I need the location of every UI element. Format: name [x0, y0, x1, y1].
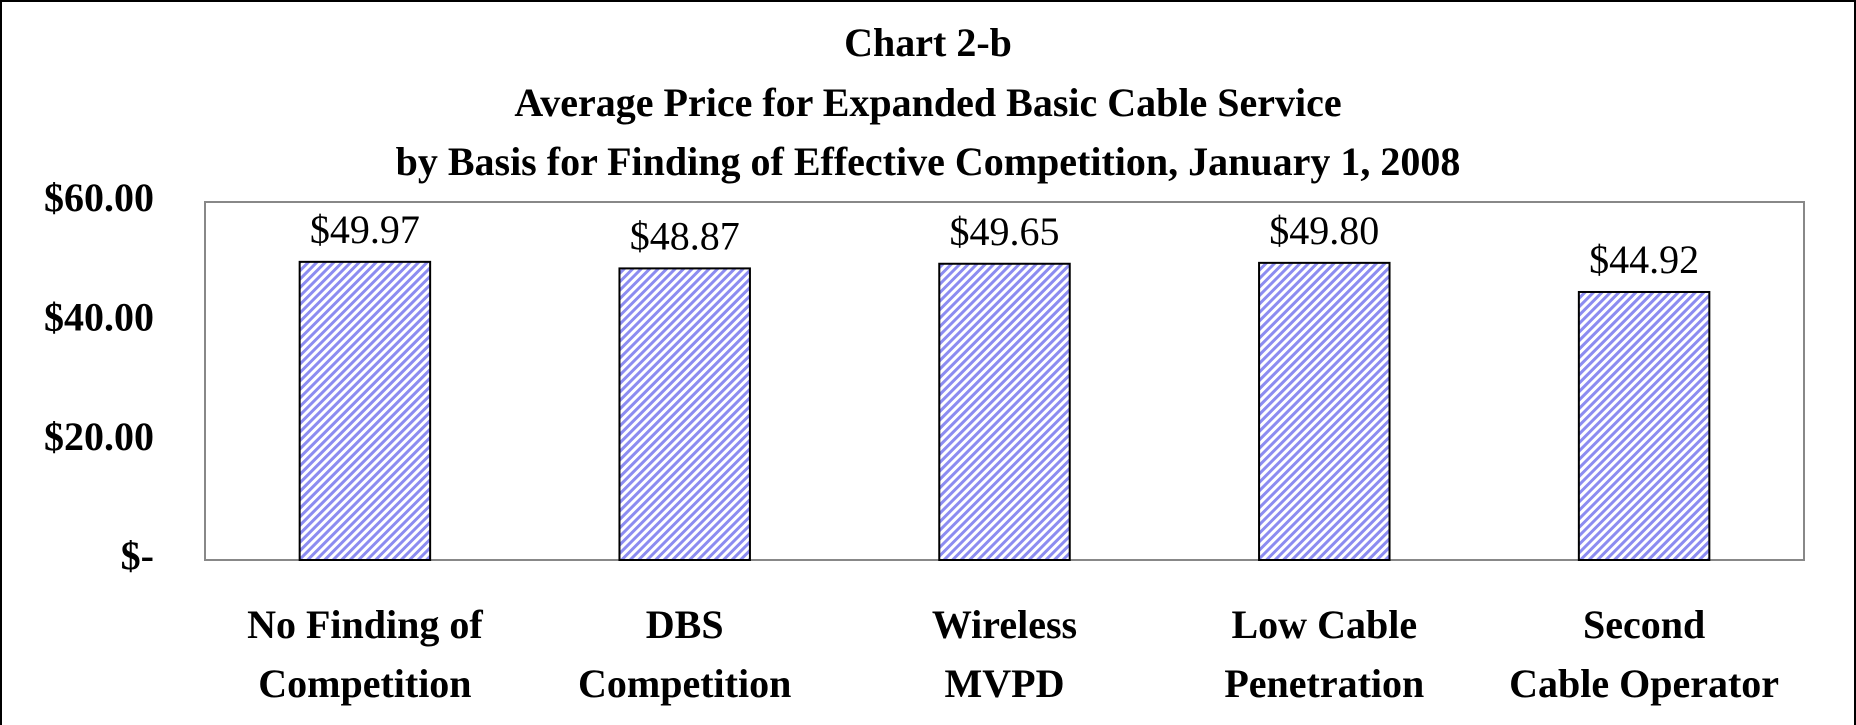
x-tick-label: Penetration: [1224, 661, 1424, 706]
chart-title: Average Price for Expanded Basic Cable S…: [514, 80, 1341, 125]
value-label: $48.87: [630, 214, 740, 259]
x-tick-label: DBS: [646, 602, 724, 647]
x-tick-label: Second: [1583, 602, 1705, 647]
value-label: $49.97: [310, 207, 420, 252]
value-label: $49.80: [1269, 208, 1379, 253]
y-tick-label: $20.00: [44, 414, 154, 459]
y-tick-label: $-: [121, 533, 154, 578]
x-tick-label: MVPD: [945, 661, 1065, 706]
x-tick-label: No Finding of: [247, 602, 483, 647]
x-tick-label: Competition: [578, 661, 791, 706]
value-label: $49.65: [950, 209, 1060, 254]
x-tick-label: Competition: [258, 661, 471, 706]
bar: [1577, 290, 1711, 561]
chart-title: by Basis for Finding of Effective Compet…: [396, 139, 1461, 184]
x-tick-label: Wireless: [932, 602, 1077, 647]
value-label: $44.92: [1589, 237, 1699, 282]
y-tick-label: $60.00: [44, 175, 154, 220]
bar: [938, 262, 1071, 561]
bar: [618, 267, 751, 561]
bar: [1258, 261, 1391, 561]
chart-title: Chart 2-b: [844, 20, 1012, 65]
x-tick-label: Cable Operator: [1509, 661, 1779, 706]
y-tick-label: $40.00: [44, 295, 154, 340]
bar: [298, 260, 432, 561]
x-tick-label: Low Cable: [1232, 602, 1418, 647]
